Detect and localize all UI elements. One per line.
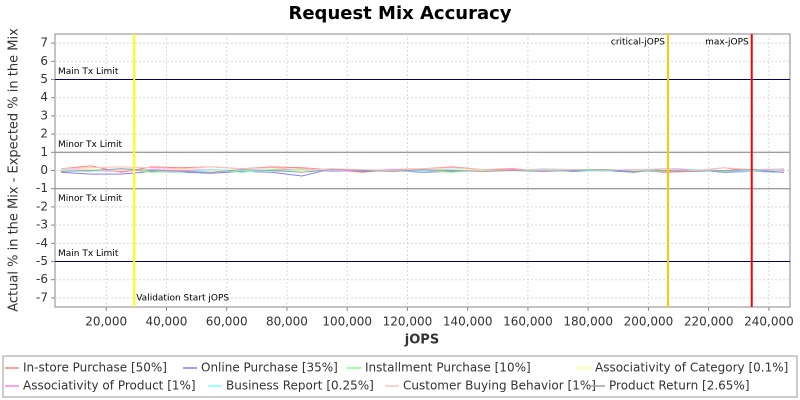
y-tick-label: -3	[36, 218, 48, 232]
x-tick-label: 160,000	[503, 315, 553, 329]
x-tick-label: 20,000	[85, 315, 127, 329]
threshold-label: Main Tx Limit	[58, 249, 119, 259]
marker-label: max-jOPS	[705, 38, 749, 48]
y-tick-label: -7	[36, 290, 48, 304]
chart-title: Request Mix Accuracy	[288, 3, 511, 24]
threshold-label: Minor Tx Limit	[58, 194, 123, 204]
x-tick-label: 180,000	[563, 315, 613, 329]
marker-label: Validation Start jOPS	[136, 294, 229, 304]
x-tick-label: 140,000	[443, 315, 493, 329]
x-tick-label: 40,000	[145, 315, 187, 329]
y-tick-label: 5	[40, 72, 48, 86]
y-tick-label: 1	[40, 145, 48, 159]
legend-label: Product Return [2.65%]	[609, 379, 750, 393]
y-tick-label: 3	[40, 108, 48, 122]
x-tick-label: 60,000	[206, 315, 248, 329]
x-axis-label: jOPS	[404, 333, 439, 348]
series-line	[60, 166, 785, 172]
series-line	[60, 168, 785, 173]
legend-box	[2, 355, 798, 398]
x-tick-label: 80,000	[266, 315, 308, 329]
y-tick-label: -2	[36, 199, 48, 213]
y-tick-label: 2	[40, 127, 48, 141]
threshold-label: Main Tx Limit	[58, 67, 119, 77]
x-tick-label: 240,000	[744, 315, 794, 329]
x-tick-label: 220,000	[684, 315, 734, 329]
y-tick-label: -4	[36, 236, 48, 250]
y-tick-label: -1	[36, 181, 48, 195]
y-tick-label: 6	[40, 54, 48, 68]
y-tick-label: 0	[40, 163, 48, 177]
legend-label: Customer Buying Behavior [1%]	[403, 379, 596, 393]
y-tick-label: -6	[36, 272, 48, 286]
y-tick-label: -5	[36, 254, 48, 268]
x-tick-label: 120,000	[383, 315, 433, 329]
y-axis-label: Actual % in the Mix - Expected % in the …	[7, 28, 22, 312]
legend-label: Online Purchase [35%]	[201, 361, 338, 375]
threshold-label: Minor Tx Limit	[58, 140, 123, 150]
x-tick-label: 100,000	[322, 315, 372, 329]
legend-label: Business Report [0.25%]	[226, 379, 374, 393]
legend-label: Associativity of Product [1%]	[23, 379, 196, 393]
y-tick-label: 7	[40, 36, 48, 50]
legend-label: Associativity of Category [0.1%]	[595, 361, 788, 375]
x-tick-label: 200,000	[624, 315, 674, 329]
legend-label: Installment Purchase [10%]	[365, 361, 531, 375]
y-tick-label: 4	[40, 90, 48, 104]
legend-label: In-store Purchase [50%]	[23, 361, 167, 375]
marker-label: critical-jOPS	[611, 38, 665, 48]
